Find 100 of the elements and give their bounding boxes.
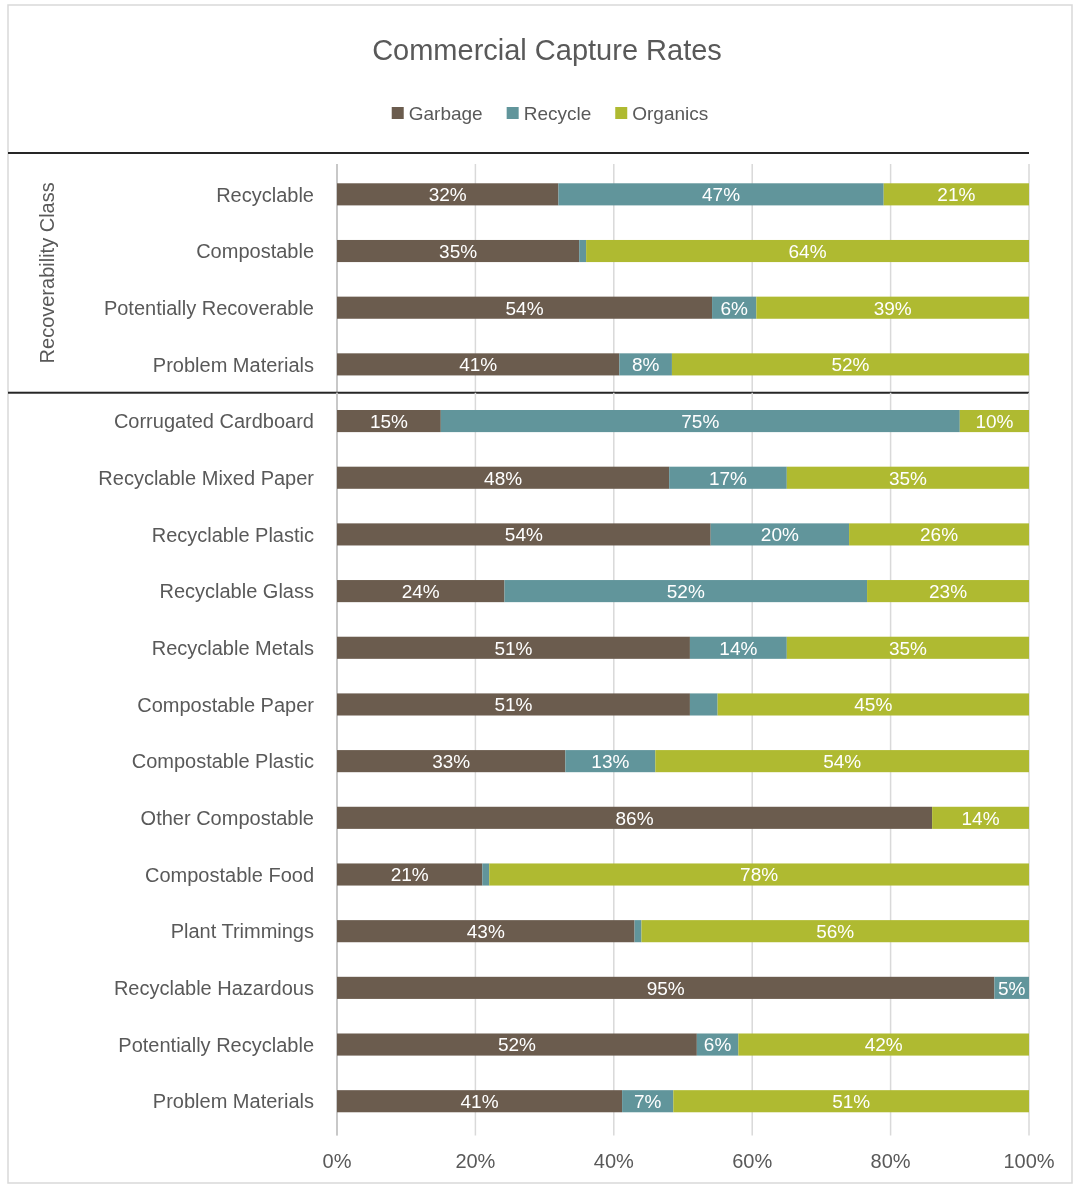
chart-title: Commercial Capture Rates	[372, 34, 722, 66]
bar	[337, 183, 559, 206]
bar	[337, 580, 505, 603]
y-tick-label: Other Compostable	[140, 807, 314, 830]
y-tick-label: Plant Trimmings	[170, 920, 314, 943]
bar	[669, 466, 787, 489]
data-label: 51%	[494, 694, 533, 716]
data-label: 17%	[708, 467, 748, 489]
data-label: 33%	[432, 750, 471, 772]
bar	[504, 580, 868, 603]
y-tick-label: Potentially Recoverable	[103, 296, 314, 319]
bar	[883, 183, 1029, 206]
data-label: 41%	[460, 1091, 499, 1113]
legend-label: Garbage	[408, 102, 483, 124]
bar	[849, 523, 1029, 546]
bar	[337, 353, 620, 376]
bar	[579, 239, 587, 263]
data-label: 24%	[401, 580, 440, 602]
data-label: 56%	[816, 921, 855, 943]
data-label: 23%	[929, 580, 968, 602]
data-label: 6%	[720, 297, 749, 319]
data-label: 95%	[646, 977, 685, 999]
data-label: 5%	[997, 977, 1026, 999]
x-tick-label: 0%	[322, 1150, 352, 1173]
bar	[641, 920, 1029, 943]
data-label: 43%	[466, 921, 505, 943]
data-label: 64%	[788, 240, 827, 262]
data-label: 14%	[961, 807, 1000, 829]
data-label: 32%	[428, 184, 467, 206]
data-label: 6%	[703, 1034, 732, 1056]
bar	[337, 693, 690, 716]
data-label: 21%	[390, 864, 429, 886]
y-tick-label: Corrugated Cardboard	[113, 410, 314, 433]
bar	[440, 410, 960, 433]
data-label: 47%	[702, 184, 741, 206]
y-tick-label: Problem Materials	[152, 1090, 314, 1113]
data-label: 75%	[681, 410, 720, 432]
data-label: 13%	[591, 750, 630, 772]
y-tick-label: Recyclable Metals	[151, 636, 314, 659]
bar	[337, 750, 566, 773]
bar	[337, 296, 713, 319]
data-label: 14%	[719, 637, 758, 659]
bar	[717, 693, 1029, 716]
legend-label: Recycle	[523, 102, 592, 124]
y-tick-label: Recyclable Plastic	[151, 523, 314, 546]
y-axis-title: Recoverability Class	[36, 182, 59, 364]
data-label: 15%	[369, 410, 409, 432]
bar	[482, 863, 490, 886]
data-label: 54%	[505, 297, 544, 319]
legend-label: Organics	[632, 102, 709, 124]
data-label: 10%	[975, 410, 1014, 432]
y-tick-label: Compostable Paper	[137, 693, 315, 716]
x-tick-label: 40%	[593, 1150, 635, 1173]
data-label: 35%	[439, 240, 478, 262]
y-tick-label: Recyclable Glass	[159, 580, 314, 603]
y-tick-label: Recyclable	[216, 183, 314, 206]
bar	[337, 976, 995, 999]
bar	[337, 523, 711, 546]
data-label: 51%	[494, 637, 533, 659]
data-label: 41%	[459, 354, 498, 376]
bar	[673, 1090, 1029, 1113]
bar	[337, 920, 635, 943]
data-label: 54%	[823, 750, 862, 772]
y-tick-label: Recyclable Hazardous	[113, 977, 314, 1000]
x-tick-label: 60%	[732, 1150, 773, 1173]
bar	[738, 1033, 1029, 1056]
data-label: 86%	[615, 807, 654, 829]
data-label: 52%	[831, 354, 870, 376]
y-tick-label: Potentially Recyclable	[118, 1033, 314, 1056]
bar	[689, 693, 718, 716]
data-label: 35%	[888, 467, 928, 489]
bar	[337, 806, 933, 829]
data-label: 26%	[920, 524, 959, 546]
bar	[655, 750, 1029, 773]
bar	[337, 466, 670, 489]
bar	[337, 636, 690, 659]
data-label: 54%	[504, 524, 543, 546]
bar	[756, 296, 1029, 319]
data-label: 35%	[888, 637, 928, 659]
y-tick-label: Compostable Food	[145, 863, 314, 886]
bar	[786, 466, 1029, 489]
data-label: 39%	[873, 297, 912, 319]
y-tick-label: Compostable Plastic	[131, 750, 314, 773]
bar	[337, 863, 483, 886]
x-tick-label: 100%	[1003, 1150, 1055, 1173]
x-tick-label: 80%	[870, 1150, 911, 1173]
data-label: 21%	[937, 184, 976, 206]
data-label: 51%	[832, 1091, 871, 1113]
bar	[337, 1090, 623, 1113]
bar	[558, 183, 884, 206]
data-label: 42%	[864, 1034, 903, 1056]
bar	[867, 580, 1029, 603]
data-label: 45%	[854, 694, 893, 716]
bar	[337, 239, 580, 263]
data-label: 52%	[666, 580, 705, 602]
data-label: 78%	[740, 864, 779, 886]
bar	[586, 239, 1029, 263]
bar	[710, 523, 850, 546]
bar	[671, 353, 1029, 376]
bar	[489, 863, 1029, 886]
